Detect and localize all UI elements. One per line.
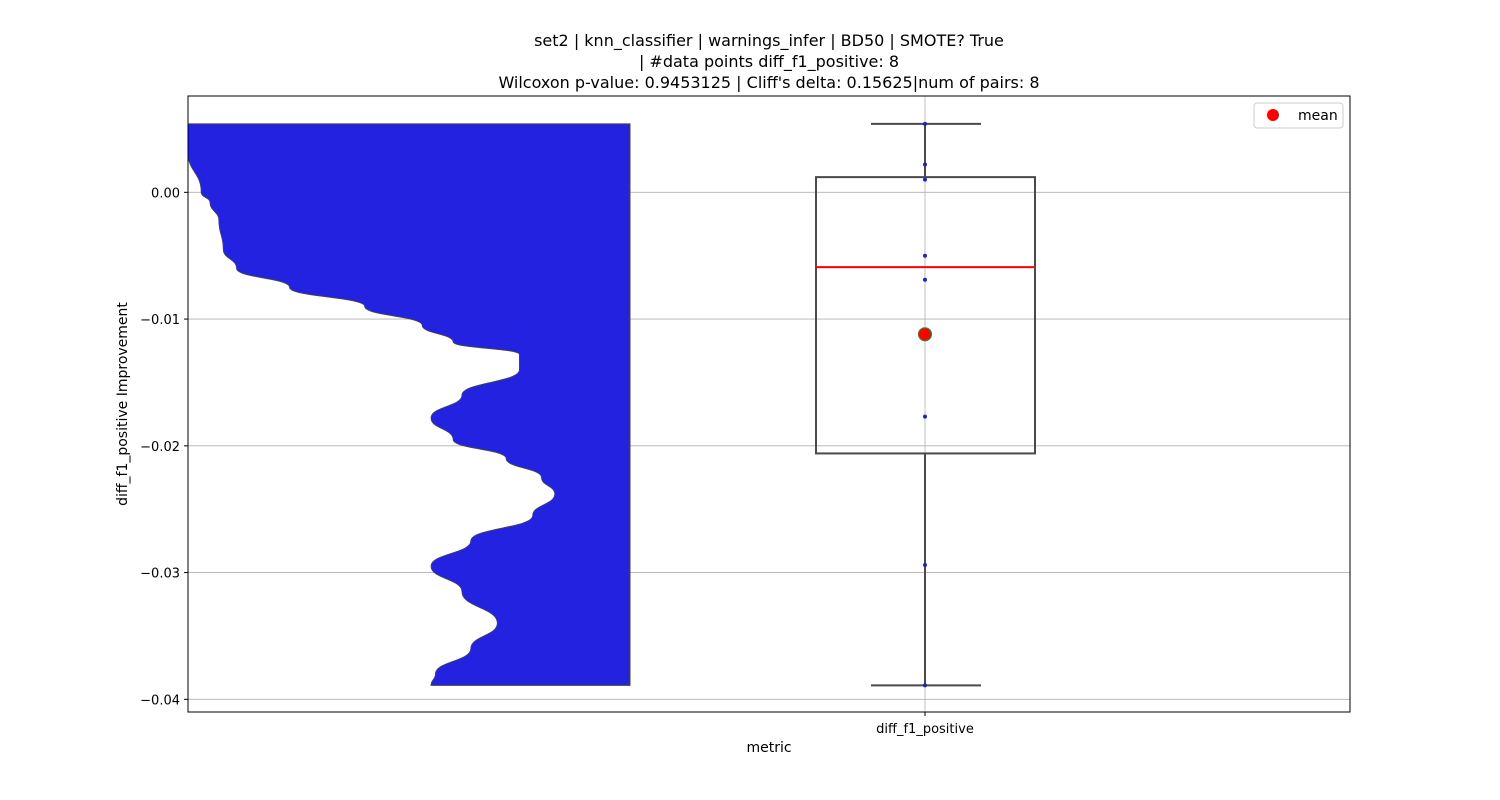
violin-shape bbox=[188, 123, 631, 686]
chart-title: set2 | knn_classifier | warnings_infer |… bbox=[498, 31, 1039, 92]
data-point bbox=[923, 253, 927, 258]
y-tick-label: 0.00 bbox=[151, 186, 180, 201]
title-line-3: Wilcoxon p-value: 0.9453125 | Cliff's de… bbox=[498, 73, 1039, 92]
title-line-1: set2 | knn_classifier | warnings_infer |… bbox=[534, 31, 1004, 51]
title-line-2: | #data points diff_f1_positive: 8 bbox=[639, 52, 899, 72]
data-point bbox=[923, 414, 927, 419]
y-axis: 0.00 −0.01 −0.02 −0.03 −0.04 bbox=[140, 186, 188, 708]
data-points-layer bbox=[917, 121, 933, 688]
data-point bbox=[923, 121, 927, 126]
iqr-box bbox=[815, 176, 1036, 455]
x-axis-label: metric bbox=[746, 740, 791, 756]
legend: mean bbox=[1253, 102, 1344, 129]
y-axis-label: diff_f1_positive Improvement bbox=[115, 302, 131, 506]
data-point bbox=[923, 177, 927, 182]
data-point bbox=[923, 562, 927, 567]
violin-layer bbox=[188, 123, 631, 686]
data-point bbox=[923, 683, 927, 688]
y-tick-label: −0.03 bbox=[140, 567, 180, 582]
mean-marker bbox=[917, 327, 933, 342]
boxplot-layer bbox=[815, 122, 1036, 687]
data-point bbox=[923, 162, 927, 167]
y-tick-label: −0.04 bbox=[140, 693, 180, 708]
x-tick-label: diff_f1_positive bbox=[876, 722, 974, 737]
legend-mean-label: mean bbox=[1298, 108, 1338, 124]
plot-area-frame bbox=[187, 95, 1351, 713]
y-tick-label: −0.02 bbox=[140, 440, 180, 455]
legend-box bbox=[1253, 102, 1344, 129]
gridlines bbox=[188, 96, 1350, 712]
y-tick-label: −0.01 bbox=[140, 313, 180, 328]
legend-mean-marker bbox=[1267, 109, 1279, 121]
data-point bbox=[923, 277, 927, 282]
x-axis: diff_f1_positive bbox=[876, 712, 974, 737]
